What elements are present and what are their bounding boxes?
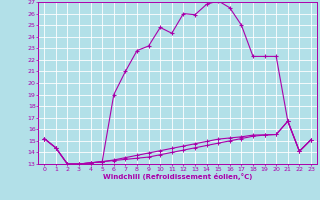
X-axis label: Windchill (Refroidissement éolien,°C): Windchill (Refroidissement éolien,°C) xyxy=(103,173,252,180)
